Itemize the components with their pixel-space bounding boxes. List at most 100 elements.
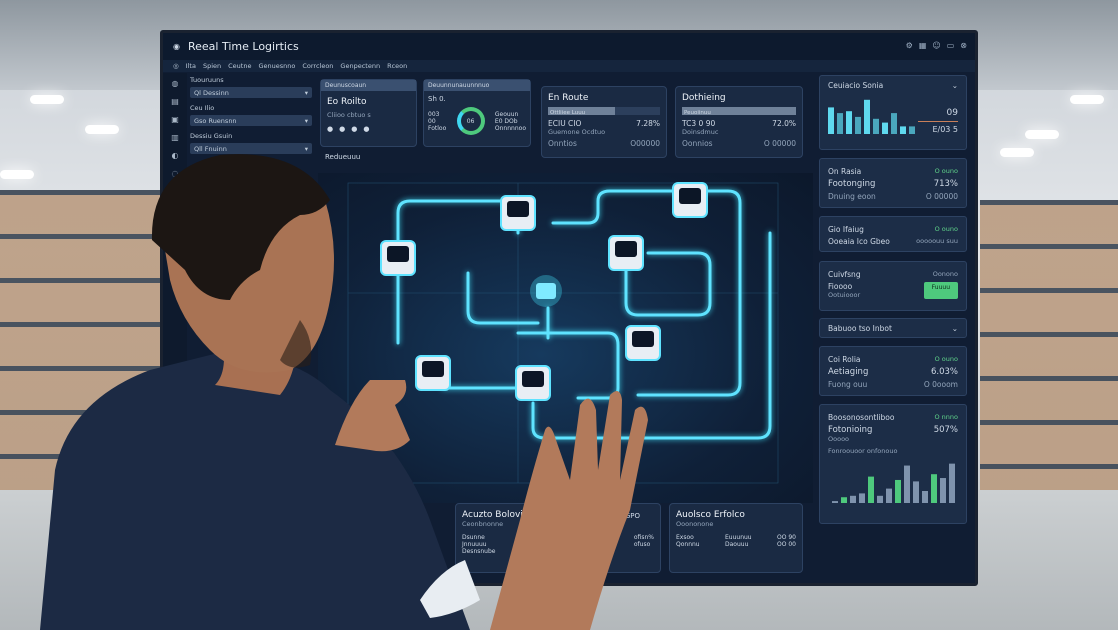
activity-bar: [868, 476, 874, 503]
ceiling-light: [30, 95, 64, 104]
status-badge: O ouno: [934, 167, 958, 175]
summary-bar: [873, 118, 879, 134]
metric-value: 7.28%: [636, 119, 660, 128]
summary-bar: [882, 122, 888, 134]
activity-bar: [832, 501, 838, 503]
summary-bar: [828, 107, 834, 134]
menu-bar: ◎ Ilta Spien Ceutne Genuesnno Corrcleon …: [163, 60, 975, 72]
chevron-down-icon[interactable]: ⌄: [951, 81, 958, 90]
activity-bar: [895, 479, 901, 503]
select-value: Gso Ruensnn: [194, 116, 237, 125]
route-map[interactable]: [318, 173, 813, 503]
ceiling-light: [1000, 148, 1034, 157]
summary-subvalue: E/03 5: [932, 125, 958, 134]
progress-bar: Peuoiinuu: [682, 107, 796, 116]
window-controls[interactable]: ⚙ ▦ ☺ ▭ ⊗: [906, 41, 967, 50]
dashboard-screen: ◉ Reeal Time Logirtics ⚙ ▦ ☺ ▭ ⊗ ◎ Ilta Spie…: [163, 33, 975, 583]
card-subtext: Guemone Ocdtuo: [548, 128, 606, 136]
bottom-card: Auolsco Erfolco Ooononone Exsoo Qonnnu Euuu…: [669, 503, 803, 573]
ceiling-light: [1025, 130, 1059, 139]
activity-bar-chart: [832, 463, 955, 503]
status-badge: O nnno: [934, 413, 958, 421]
truck-icon[interactable]: ▥: [171, 133, 179, 142]
robot-screen: [522, 371, 544, 387]
menu-item[interactable]: Ceutne: [228, 62, 252, 70]
lock-button[interactable]: ●: [363, 125, 370, 133]
status-card[interactable]: On Rasia O ouno Footonging 713% Dnuing eoo…: [819, 158, 967, 208]
settings-icon[interactable]: ◌: [171, 169, 179, 178]
settings-icon[interactable]: ⚙: [905, 41, 913, 50]
status-card[interactable]: Coi Rolia O ouno Aetiaging 6.03% Fuong ouu…: [819, 346, 967, 396]
shelving-rack: [0, 190, 160, 490]
chevron-down-icon: ⌄: [951, 324, 958, 333]
activity-bar: [886, 488, 892, 503]
menu-item[interactable]: Ilta: [185, 62, 196, 70]
ceiling-light: [0, 170, 34, 179]
globe-icon[interactable]: ◐: [171, 151, 179, 160]
filter-select[interactable]: Gso Ruensnn ▾: [190, 115, 312, 126]
monitor: ◉ Reeal Time Logirtics ⚙ ▦ ☺ ▭ ⊗ ◎ Ilta Spie…: [160, 30, 978, 586]
grid-icon[interactable]: ▦: [918, 41, 927, 50]
summary-bar: [837, 113, 843, 134]
activity-bar: [877, 495, 883, 503]
sync-button[interactable]: ●: [339, 125, 346, 133]
box-icon[interactable]: ▣: [171, 115, 179, 124]
metric-label: TC3 0 90: [682, 119, 716, 128]
status-badge: O ouno: [934, 355, 958, 363]
stat-top: Sh 0.: [428, 95, 446, 103]
filter-select[interactable]: Ql Dessinn ▾: [190, 87, 312, 98]
summary-bar: [855, 116, 861, 134]
action-buttons: ● ● ● ●: [327, 125, 410, 133]
app-title: Reeal Time Logirtics: [187, 40, 299, 53]
filter-label: Tuouruuns: [190, 76, 224, 84]
menu-item[interactable]: Genpectenn: [340, 62, 381, 70]
activity-bar: [913, 481, 919, 503]
stat-right: Geouun E0 DOb Onnnnnoo: [494, 110, 526, 132]
stats-card: Deuunnunauunnnuo Sh 0. 003 00 Fotloo 06 Ge…: [423, 79, 531, 147]
ceiling-light: [1070, 95, 1104, 104]
minimize-icon[interactable]: ▭: [946, 41, 955, 50]
robot-screen: [632, 331, 654, 347]
status-card[interactable]: Gio Ifaiug O ouno Ooeaia Ico Gbeo ooooouu …: [819, 216, 967, 252]
summary-bar: [846, 111, 852, 134]
toggle-switch[interactable]: Fuuuu: [923, 282, 958, 299]
route-card: Deunuscoaun Eo Roilto Cliioo cbtuo s ● ● ●…: [320, 79, 417, 147]
activity-bar: [922, 491, 928, 503]
menu-item[interactable]: Corrcleon: [302, 62, 334, 70]
menu-icon[interactable]: ◎: [173, 62, 179, 70]
truck-button[interactable]: ●: [327, 125, 334, 133]
gauge-value: 06: [466, 117, 475, 125]
filter-select[interactable]: Qll Fnuinn ▾: [190, 143, 312, 154]
select-value: Qll Fnuinn: [194, 144, 227, 153]
card-title: Eo Roilto: [327, 97, 367, 107]
summary-value: 09: [946, 108, 958, 118]
summary-bar: [909, 126, 915, 134]
dropdown-icon: ▾: [304, 116, 308, 125]
filter-panel: Tuouruuns Ql Dessinn ▾ Ceu Ilio Gso Ruens…: [190, 76, 312, 376]
logo-icon: ◉: [173, 42, 180, 51]
card-subtitle: Cliioo cbtuo s: [327, 111, 371, 119]
robot-screen: [422, 361, 444, 377]
activity-chart-card: Boosonosontliboo O nnno Fotonioing 507% Oo…: [819, 404, 967, 524]
list-icon[interactable]: ▤: [171, 97, 179, 106]
section-dropdown[interactable]: Babuoo tso Inbot ⌄: [819, 318, 967, 338]
robot-screen: [507, 201, 529, 217]
dropdown-icon: ▾: [304, 88, 308, 97]
user-icon[interactable]: ☺: [932, 41, 941, 50]
dashboard-icon[interactable]: ◍: [171, 79, 179, 88]
select-value: Ql Dessinn: [194, 88, 229, 97]
metric-value: 72.0%: [772, 119, 796, 128]
close-icon[interactable]: ⊗: [960, 41, 967, 50]
menu-item[interactable]: Genuesnno: [258, 62, 296, 70]
menu-item[interactable]: Rceon: [387, 62, 408, 70]
route-lines: [396, 189, 772, 440]
filter-label: Dessiu Gsuin: [190, 132, 233, 140]
card-header[interactable]: Deuunnunauunnnuo: [424, 80, 530, 91]
bottom-card: Acuzto Boloving Ceonbnonne Dsunne Jnnuuuu D…: [455, 503, 661, 573]
card-header[interactable]: Deunuscoaun: [321, 80, 416, 91]
forward-button[interactable]: ●: [351, 125, 358, 133]
activity-bar: [940, 478, 946, 503]
card-title: En Route: [548, 93, 589, 103]
card-title: Ceuiacio Sonia: [828, 81, 884, 90]
menu-item[interactable]: Spien: [202, 62, 222, 70]
